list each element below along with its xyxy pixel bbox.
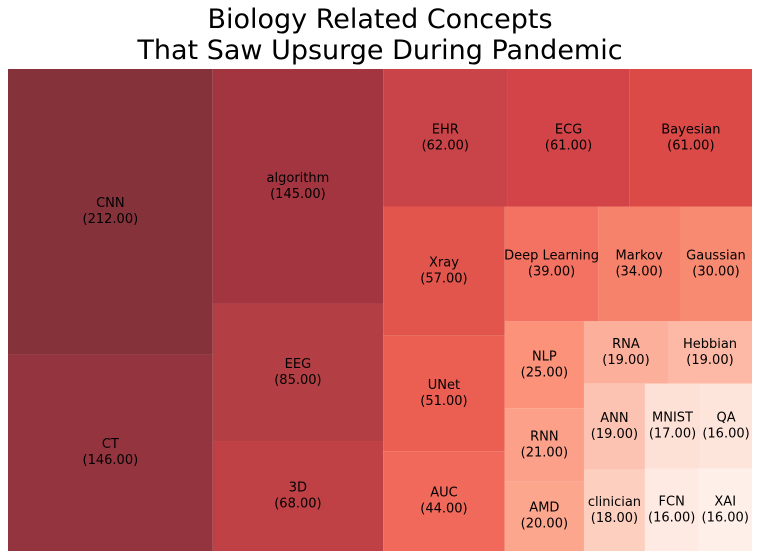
cell-value-label: (68.00) — [274, 497, 321, 512]
treemap-cell — [8, 69, 213, 355]
treemap-cell — [383, 335, 505, 452]
cell-label: QA — [716, 411, 735, 426]
treemap-cell — [504, 408, 584, 482]
cell-value-label: (16.00) — [648, 510, 695, 525]
cell-value-label: (19.00) — [591, 427, 638, 442]
treemap-cell — [504, 321, 584, 409]
cell-value-label: (16.00) — [702, 510, 749, 525]
cell-value-label: (212.00) — [83, 212, 139, 227]
cell-value-label: (17.00) — [649, 427, 696, 442]
treemap-cell — [644, 468, 699, 551]
cell-label: AMD — [529, 501, 559, 516]
cell-label: Xray — [429, 256, 459, 271]
cell-value-label: (51.00) — [420, 394, 467, 409]
treemap-cell — [383, 206, 505, 336]
treemap-cell — [700, 383, 752, 469]
cell-label: Deep Learning — [504, 248, 599, 263]
cell-value-label: (20.00) — [521, 517, 568, 532]
cell-label: CNN — [96, 196, 125, 211]
cell-label: EEG — [285, 357, 312, 372]
treemap-cell — [504, 481, 584, 551]
treemap-cell — [598, 206, 680, 322]
cell-label: FCN — [659, 494, 685, 509]
treemap-cell — [679, 206, 752, 322]
cell-label: ANN — [600, 411, 628, 426]
cell-label: Gaussian — [686, 248, 746, 263]
cell-label: MNIST — [652, 411, 693, 426]
cell-value-label: (30.00) — [692, 264, 739, 279]
cell-value-label: (19.00) — [602, 353, 649, 368]
treemap-cell — [583, 383, 645, 470]
treemap-cell — [504, 206, 599, 322]
cell-value-label: (146.00) — [83, 453, 139, 468]
cell-value-label: (16.00) — [702, 427, 749, 442]
treemap-cell — [583, 469, 645, 551]
cell-label: AUC — [430, 486, 458, 501]
cell-value-label: (19.00) — [686, 353, 733, 368]
treemap-cell — [212, 303, 384, 442]
cell-label: RNN — [530, 429, 558, 444]
treemap-cell — [583, 321, 668, 384]
cell-label: 3D — [289, 481, 307, 496]
cell-value-label: (85.00) — [274, 373, 321, 388]
cell-label: clinician — [588, 495, 641, 510]
cell-value-label: (25.00) — [521, 365, 568, 380]
cell-value-label: (61.00) — [545, 138, 592, 153]
treemap-cell — [698, 468, 752, 551]
treemap-cell — [507, 69, 630, 207]
cell-value-label: (18.00) — [591, 511, 638, 526]
treemap-cell — [212, 441, 384, 551]
chart-title: Biology Related Concepts That Saw Upsurg… — [137, 4, 623, 66]
cell-value-label: (62.00) — [422, 138, 469, 153]
treemap-cell — [8, 354, 213, 551]
treemap-cell — [667, 321, 752, 384]
cell-value-label: (39.00) — [528, 264, 575, 279]
treemap-cell — [383, 69, 508, 207]
cell-value-label: (44.00) — [420, 502, 467, 517]
cell-value-label: (21.00) — [521, 445, 568, 460]
cell-label: Markov — [616, 248, 664, 263]
treemap-cell — [383, 451, 505, 551]
cell-value-label: (57.00) — [420, 272, 467, 287]
cell-label: Bayesian — [661, 122, 720, 137]
cell-label: CT — [102, 437, 119, 452]
treemap-cell — [644, 383, 701, 469]
cell-label: ECG — [555, 122, 582, 137]
treemap-cell — [212, 69, 384, 304]
cell-label: Hebbian — [683, 337, 737, 352]
cell-label: EHR — [432, 122, 459, 137]
cell-label: algorithm — [267, 171, 330, 186]
cell-label: NLP — [532, 349, 557, 364]
cell-label: RNA — [612, 337, 640, 352]
treemap-cell — [629, 69, 752, 207]
cell-value-label: (61.00) — [667, 138, 714, 153]
cell-label: UNet — [428, 378, 460, 393]
cell-value-label: (145.00) — [270, 187, 326, 202]
cell-value-label: (34.00) — [615, 264, 662, 279]
cell-label: XAI — [714, 494, 736, 509]
